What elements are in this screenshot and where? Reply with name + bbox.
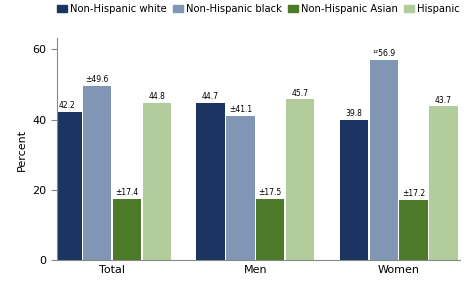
Legend: Non-Hispanic white, Non-Hispanic black, Non-Hispanic Asian, Hispanic: Non-Hispanic white, Non-Hispanic black, …	[57, 4, 459, 14]
Text: ±49.6: ±49.6	[85, 75, 109, 84]
Text: 42.2: 42.2	[59, 101, 76, 110]
Bar	[340, 120, 368, 260]
Text: ¹²56.9: ¹²56.9	[372, 49, 395, 58]
Bar	[53, 112, 82, 260]
Bar	[399, 200, 428, 260]
Bar	[370, 60, 398, 260]
Text: ±17.5: ±17.5	[259, 188, 282, 197]
Text: 45.7: 45.7	[292, 89, 309, 98]
Text: 44.7: 44.7	[202, 92, 219, 101]
Y-axis label: Percent: Percent	[17, 128, 27, 170]
Bar	[113, 199, 141, 260]
Bar	[286, 99, 314, 260]
Text: 44.8: 44.8	[148, 92, 165, 101]
Bar	[83, 86, 111, 260]
Text: ±17.2: ±17.2	[402, 189, 425, 198]
Bar	[143, 103, 171, 260]
Bar	[196, 103, 225, 260]
Text: 43.7: 43.7	[435, 96, 452, 105]
Text: 39.8: 39.8	[346, 110, 362, 118]
Text: ±41.1: ±41.1	[229, 105, 252, 114]
Bar	[226, 116, 255, 260]
Text: ±17.4: ±17.4	[115, 188, 138, 197]
Bar	[256, 199, 284, 260]
Bar	[429, 107, 457, 260]
